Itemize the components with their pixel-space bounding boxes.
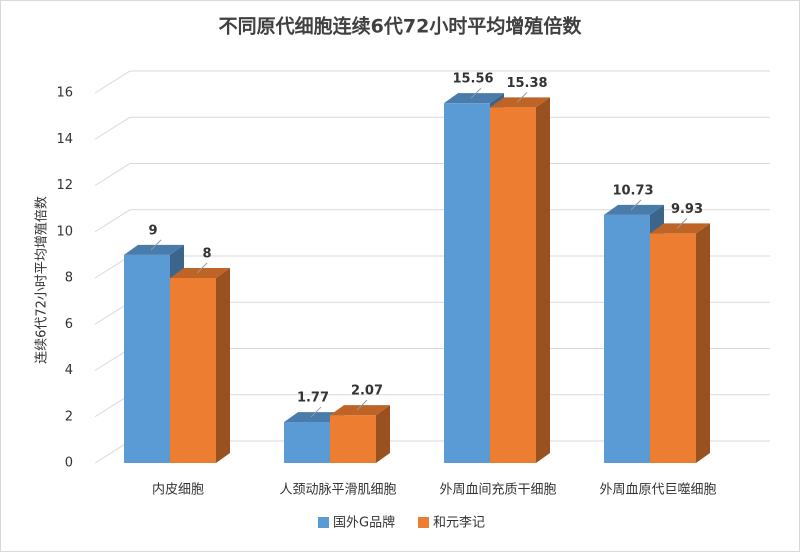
- label-leader: [356, 399, 368, 411]
- bar: [284, 422, 330, 463]
- y-tick-label: 16: [56, 86, 73, 101]
- label-leader: [150, 239, 162, 251]
- bar: [650, 233, 696, 463]
- y-tick-label: 6: [65, 317, 73, 332]
- grid-line: [94, 116, 770, 140]
- bar-top: [124, 244, 184, 255]
- label-leader: [196, 262, 208, 274]
- bar-top: [330, 405, 390, 416]
- y-tick-label: 2: [65, 409, 73, 424]
- data-label: 8: [202, 247, 211, 262]
- bar-top: [604, 204, 664, 215]
- label-leader: [676, 218, 688, 229]
- bar-top: [284, 412, 344, 423]
- x-tick-label: 内皮细胞: [152, 482, 204, 498]
- legend-swatch: [318, 517, 329, 528]
- label-leader: [470, 87, 482, 99]
- bar-side: [536, 97, 550, 464]
- label-leader: [310, 406, 322, 418]
- x-tick-label: 外周血原代巨噬细胞: [599, 483, 716, 498]
- data-label: 1.77: [297, 391, 329, 406]
- y-axis-label: 连续6代72小时平均增殖倍数: [34, 196, 50, 364]
- y-tick-label: 0: [65, 456, 73, 471]
- bar: [124, 254, 170, 463]
- bar-side: [376, 405, 390, 463]
- x-tick-label: 人颈动脉平滑肌细胞: [279, 483, 396, 498]
- bar-top: [444, 93, 504, 104]
- data-label: 9: [148, 223, 157, 238]
- data-label: 2.07: [351, 384, 383, 399]
- grid-line: [94, 163, 770, 186]
- data-label: 15.38: [506, 76, 547, 91]
- bar: [170, 278, 216, 463]
- bar: [490, 107, 536, 464]
- label-leader: [630, 199, 642, 211]
- bar-top: [650, 223, 710, 234]
- data-label: 9.93: [671, 202, 703, 217]
- bar-top: [490, 97, 550, 108]
- y-tick-label: 4: [65, 363, 73, 378]
- bar: [444, 103, 490, 464]
- bar-side: [216, 268, 230, 463]
- bar: [604, 214, 650, 463]
- legend-label: 国外G品牌: [333, 515, 395, 531]
- bar-side: [696, 223, 710, 463]
- y-tick-label: 10: [56, 224, 73, 239]
- data-label: 10.73: [612, 183, 653, 198]
- bar: [330, 415, 376, 463]
- legend-swatch: [418, 517, 429, 528]
- y-tick-label: 8: [65, 271, 73, 286]
- y-tick-label: 12: [56, 178, 73, 193]
- label-leader: [516, 91, 528, 103]
- plot: 0 2 4 6 8 10 12 14 16 内皮细胞 9 8 人颈动脉平滑肌细胞 1.77 2.07 外周血间…: [56, 70, 770, 531]
- x-tick-label: 外周血间充质干细胞: [439, 482, 556, 498]
- grid-line: [94, 209, 770, 233]
- y-tick-label: 14: [56, 132, 73, 147]
- data-label: 15.56: [452, 72, 493, 87]
- bar-top: [170, 268, 230, 278]
- chart-title: 不同原代细胞连续6代72小时平均增殖倍数: [219, 15, 583, 38]
- legend-label: 和元李记: [433, 516, 485, 531]
- grid-line: [94, 70, 770, 94]
